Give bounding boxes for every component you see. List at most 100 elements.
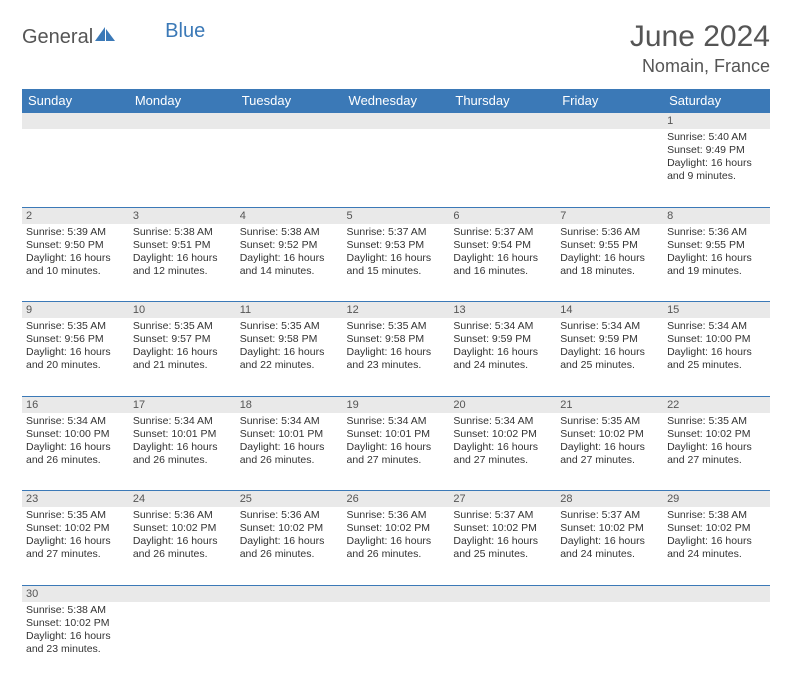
day-number bbox=[556, 113, 663, 130]
day-number: 3 bbox=[129, 207, 236, 224]
sunrise-text: Sunrise: 5:39 AM bbox=[26, 226, 125, 239]
sunset-text: Sunset: 9:49 PM bbox=[667, 144, 766, 157]
sunset-text: Sunset: 10:02 PM bbox=[560, 428, 659, 441]
sunrise-text: Sunrise: 5:35 AM bbox=[667, 415, 766, 428]
day-cell bbox=[129, 602, 236, 680]
day-cell bbox=[343, 129, 450, 207]
day-details: Sunrise: 5:34 AMSunset: 10:00 PMDaylight… bbox=[663, 318, 770, 377]
week-row: Sunrise: 5:38 AMSunset: 10:02 PMDaylight… bbox=[22, 602, 770, 680]
day-number-row: 23242526272829 bbox=[22, 491, 770, 508]
day-cell bbox=[556, 129, 663, 207]
day-cell bbox=[449, 129, 556, 207]
day-details: Sunrise: 5:34 AMSunset: 10:00 PMDaylight… bbox=[22, 413, 129, 472]
day-cell: Sunrise: 5:37 AMSunset: 10:02 PMDaylight… bbox=[556, 507, 663, 585]
day-number: 5 bbox=[343, 207, 450, 224]
sunrise-text: Sunrise: 5:38 AM bbox=[26, 604, 125, 617]
sunset-text: Sunset: 10:02 PM bbox=[26, 617, 125, 630]
sunset-text: Sunset: 10:01 PM bbox=[347, 428, 446, 441]
daylight-text: Daylight: 16 hours and 20 minutes. bbox=[26, 346, 125, 372]
sunset-text: Sunset: 10:02 PM bbox=[453, 522, 552, 535]
day-cell: Sunrise: 5:35 AMSunset: 9:58 PMDaylight:… bbox=[343, 318, 450, 396]
week-row: Sunrise: 5:39 AMSunset: 9:50 PM Daylight:… bbox=[22, 224, 770, 302]
daylight-text: Daylight: 16 hours and 24 minutes. bbox=[667, 535, 766, 561]
day-details: Sunrise: 5:35 AMSunset: 9:56 PMDaylight:… bbox=[22, 318, 129, 377]
day-cell: Sunrise: 5:36 AMSunset: 10:02 PMDaylight… bbox=[343, 507, 450, 585]
day-number: 14 bbox=[556, 302, 663, 319]
day-number bbox=[236, 585, 343, 602]
day-details: Sunrise: 5:36 AMSunset: 10:02 PMDaylight… bbox=[129, 507, 236, 566]
day-number: 19 bbox=[343, 396, 450, 413]
day-details: Sunrise: 5:35 AMSunset: 10:02 PMDaylight… bbox=[22, 507, 129, 566]
sunrise-text: Sunrise: 5:40 AM bbox=[667, 131, 766, 144]
daylight-text: Daylight: 16 hours and 27 minutes. bbox=[667, 441, 766, 467]
day-details: Sunrise: 5:37 AMSunset: 9:53 PMDaylight:… bbox=[343, 224, 450, 283]
day-number-row: 9101112131415 bbox=[22, 302, 770, 319]
sunrise-text: Sunrise: 5:36 AM bbox=[347, 509, 446, 522]
daylight-text: Daylight: 16 hours and 26 minutes. bbox=[133, 441, 232, 467]
day-cell: Sunrise: 5:34 AMSunset: 9:59 PMDaylight:… bbox=[556, 318, 663, 396]
sunrise-text: Sunrise: 5:38 AM bbox=[240, 226, 339, 239]
sunrise-text: Sunrise: 5:35 AM bbox=[133, 320, 232, 333]
day-number bbox=[22, 113, 129, 130]
day-cell: Sunrise: 5:36 AMSunset: 10:02 PMDaylight… bbox=[129, 507, 236, 585]
sunrise-text: Sunrise: 5:34 AM bbox=[26, 415, 125, 428]
day-cell: Sunrise: 5:37 AMSunset: 10:02 PMDaylight… bbox=[449, 507, 556, 585]
day-details: Sunrise: 5:36 AMSunset: 10:02 PMDaylight… bbox=[236, 507, 343, 566]
day-number: 28 bbox=[556, 491, 663, 508]
day-cell bbox=[22, 129, 129, 207]
week-row: Sunrise: 5:35 AMSunset: 10:02 PMDaylight… bbox=[22, 507, 770, 585]
day-header: Thursday bbox=[449, 89, 556, 113]
day-cell bbox=[129, 129, 236, 207]
day-number bbox=[343, 585, 450, 602]
day-cell: Sunrise: 5:34 AMSunset: 10:00 PMDaylight… bbox=[663, 318, 770, 396]
day-cell: Sunrise: 5:34 AMSunset: 9:59 PMDaylight:… bbox=[449, 318, 556, 396]
day-details: Sunrise: 5:39 AMSunset: 9:50 PMDaylight:… bbox=[22, 224, 129, 283]
sunset-text: Sunset: 9:59 PM bbox=[560, 333, 659, 346]
daylight-text: Daylight: 16 hours and 26 minutes. bbox=[347, 535, 446, 561]
sunrise-text: Sunrise: 5:36 AM bbox=[560, 226, 659, 239]
day-number bbox=[449, 585, 556, 602]
sunset-text: Sunset: 9:51 PM bbox=[133, 239, 232, 252]
day-cell: Sunrise: 5:35 AMSunset: 9:58 PMDaylight:… bbox=[236, 318, 343, 396]
day-cell: Sunrise: 5:35 AMSunset: 10:02 PMDaylight… bbox=[556, 413, 663, 491]
sunset-text: Sunset: 9:58 PM bbox=[347, 333, 446, 346]
daylight-text: Daylight: 16 hours and 21 minutes. bbox=[133, 346, 232, 372]
day-details: Sunrise: 5:34 AMSunset: 10:01 PMDaylight… bbox=[236, 413, 343, 472]
day-cell: Sunrise: 5:36 AMSunset: 9:55 PMDaylight:… bbox=[663, 224, 770, 302]
sunrise-text: Sunrise: 5:36 AM bbox=[667, 226, 766, 239]
sunrise-text: Sunrise: 5:36 AM bbox=[240, 509, 339, 522]
daylight-text: Daylight: 16 hours and 12 minutes. bbox=[133, 252, 232, 278]
sunset-text: Sunset: 9:56 PM bbox=[26, 333, 125, 346]
daylight-text: Daylight: 16 hours and 27 minutes. bbox=[560, 441, 659, 467]
day-cell bbox=[343, 602, 450, 680]
day-cell: Sunrise: 5:34 AMSunset: 10:01 PMDaylight… bbox=[343, 413, 450, 491]
sunrise-text: Sunrise: 5:34 AM bbox=[133, 415, 232, 428]
sunset-text: Sunset: 9:55 PM bbox=[667, 239, 766, 252]
sunset-text: Sunset: 10:02 PM bbox=[26, 522, 125, 535]
day-number: 4 bbox=[236, 207, 343, 224]
sunrise-text: Sunrise: 5:34 AM bbox=[453, 320, 552, 333]
day-details: Sunrise: 5:35 AMSunset: 9:57 PMDaylight:… bbox=[129, 318, 236, 377]
day-cell: Sunrise: 5:38 AMSunset: 9:52 PMDaylight:… bbox=[236, 224, 343, 302]
sunset-text: Sunset: 9:50 PM bbox=[26, 239, 125, 252]
day-cell: Sunrise: 5:37 AMSunset: 9:53 PMDaylight:… bbox=[343, 224, 450, 302]
title-block: June 2024 Nomain, France bbox=[630, 20, 770, 77]
sunrise-text: Sunrise: 5:34 AM bbox=[347, 415, 446, 428]
day-cell bbox=[449, 602, 556, 680]
sunrise-text: Sunrise: 5:34 AM bbox=[240, 415, 339, 428]
daylight-text: Daylight: 16 hours and 15 minutes. bbox=[347, 252, 446, 278]
day-number: 25 bbox=[236, 491, 343, 508]
day-number-row: 16171819202122 bbox=[22, 396, 770, 413]
sunrise-text: Sunrise: 5:35 AM bbox=[347, 320, 446, 333]
daylight-text: Daylight: 16 hours and 26 minutes. bbox=[133, 535, 232, 561]
day-number: 8 bbox=[663, 207, 770, 224]
day-number: 27 bbox=[449, 491, 556, 508]
day-number: 13 bbox=[449, 302, 556, 319]
day-number: 1 bbox=[663, 113, 770, 130]
day-details: Sunrise: 5:36 AMSunset: 9:55 PMDaylight:… bbox=[663, 224, 770, 283]
week-row: Sunrise: 5:40 AMSunset: 9:49 PMDaylight:… bbox=[22, 129, 770, 207]
daylight-text: Daylight: 16 hours and 9 minutes. bbox=[667, 157, 766, 183]
day-details: Sunrise: 5:37 AMSunset: 10:02 PMDaylight… bbox=[556, 507, 663, 566]
day-details: Sunrise: 5:36 AMSunset: 10:02 PMDaylight… bbox=[343, 507, 450, 566]
sunrise-text: Sunrise: 5:34 AM bbox=[560, 320, 659, 333]
